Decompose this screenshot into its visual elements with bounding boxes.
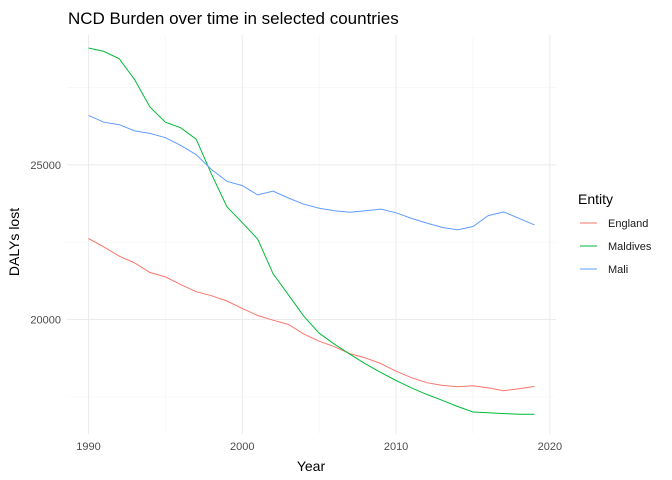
y-axis-title: DALYs lost: [6, 208, 22, 276]
y-tick-label: 20000: [30, 315, 61, 327]
x-axis-title: Year: [297, 458, 326, 474]
x-tick-label: 2000: [230, 441, 254, 453]
legend-label-mali: Mali: [608, 264, 628, 276]
series-layer: [88, 47, 535, 415]
x-tick-label: 2010: [384, 441, 408, 453]
y-tick-label: 25000: [30, 160, 61, 172]
x-tick-label: 2020: [538, 441, 562, 453]
tick-labels: 1990 2000 2010 2020 20000 25000: [30, 160, 562, 453]
legend-title: Entity: [578, 191, 613, 207]
series-line-mali: [88, 114, 535, 231]
legend-label-maldives: Maldives: [608, 241, 652, 253]
legend: Entity England Maldives Mali: [578, 191, 652, 276]
x-tick-label: 1990: [76, 441, 100, 453]
series-line-england: [88, 238, 535, 392]
grid: [67, 35, 556, 434]
series-line-maldives: [88, 47, 535, 415]
chart-title: NCD Burden over time in selected countri…: [68, 9, 399, 28]
legend-label-england: England: [608, 218, 648, 230]
